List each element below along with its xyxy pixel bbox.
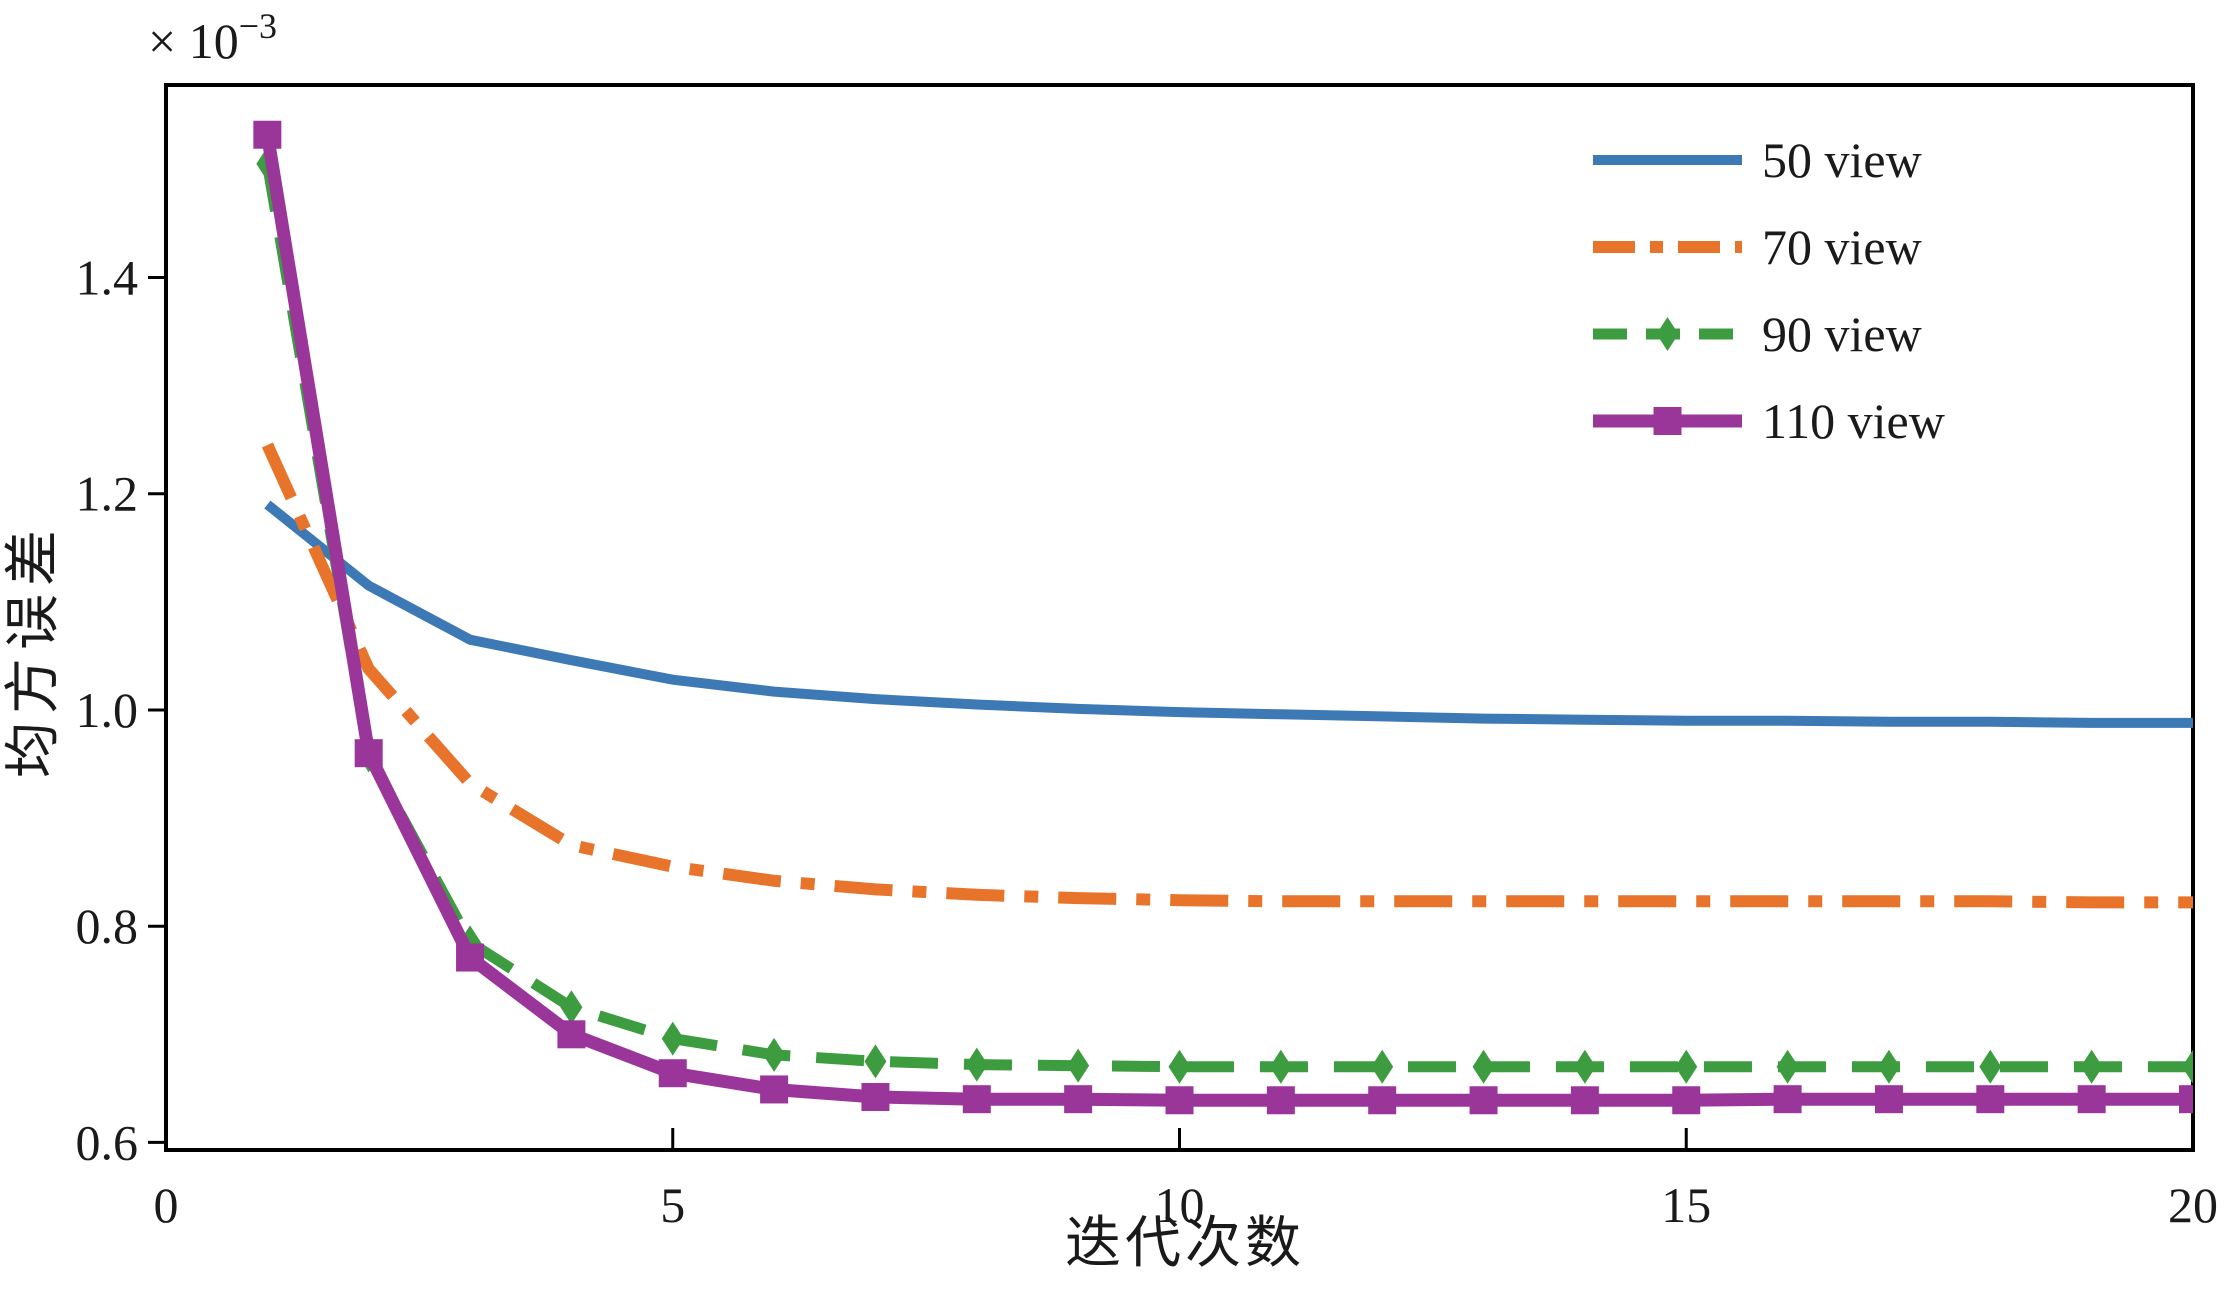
diamond-marker bbox=[1675, 1049, 1698, 1084]
diamond-marker bbox=[1067, 1048, 1090, 1083]
y-axis-offset-text: × 10−3 bbox=[148, 6, 277, 69]
diamond-marker bbox=[560, 990, 583, 1025]
square-marker bbox=[557, 1020, 586, 1049]
square-marker bbox=[253, 120, 282, 149]
legend-sample-marker bbox=[1656, 317, 1679, 351]
legend-label: 110 view bbox=[1762, 393, 1945, 449]
x-axis-label: 迭代次数 bbox=[1065, 1213, 1305, 1275]
diamond-marker bbox=[1269, 1049, 1292, 1084]
y-tick-label: 0.6 bbox=[76, 1114, 139, 1170]
square-marker bbox=[1469, 1086, 1498, 1115]
legend: 50 view 70 view 90 view 110 view bbox=[1593, 132, 1945, 449]
square-marker bbox=[760, 1075, 789, 1104]
square-marker bbox=[2077, 1085, 2106, 1114]
x-tick-label: 5 bbox=[660, 1177, 685, 1233]
diamond-marker bbox=[965, 1047, 988, 1082]
series-line-110-view bbox=[260, 133, 2193, 1107]
legend-item-70-view: 70 view bbox=[1593, 219, 1922, 275]
diamond-marker bbox=[2182, 1049, 2193, 1084]
legend-label: 70 view bbox=[1762, 219, 1922, 275]
legend-item-50-view: 50 view bbox=[1593, 132, 1922, 188]
y-tick-label: 1.2 bbox=[76, 466, 139, 522]
offset-exponent: −3 bbox=[239, 6, 277, 46]
square-marker bbox=[354, 739, 383, 768]
x-tick-label: 10 bbox=[1155, 1177, 1205, 1233]
diamond-marker bbox=[864, 1044, 887, 1079]
legend-item-90-view: 90 view bbox=[1593, 306, 1922, 362]
diamond-marker bbox=[1776, 1049, 1799, 1084]
series-90-view bbox=[256, 146, 2193, 1084]
series-70-view bbox=[261, 442, 2193, 909]
y-tick-label: 1.4 bbox=[76, 249, 139, 305]
square-marker bbox=[962, 1085, 991, 1114]
series-line-70-view bbox=[261, 442, 2193, 909]
series-markers-90-view bbox=[256, 146, 2193, 1084]
legend-item-110-view: 110 view bbox=[1593, 393, 1945, 449]
square-marker bbox=[861, 1083, 890, 1112]
diamond-marker bbox=[1371, 1049, 1394, 1084]
square-marker bbox=[1976, 1085, 2005, 1114]
square-marker bbox=[1874, 1085, 1903, 1114]
diamond-marker bbox=[1979, 1049, 2002, 1084]
offset-base: × 10 bbox=[148, 13, 239, 69]
square-marker bbox=[2179, 1085, 2193, 1114]
square-marker bbox=[1266, 1086, 1295, 1115]
y-tick-label: 1.0 bbox=[76, 682, 139, 738]
series-line-90-view bbox=[261, 162, 2193, 1073]
series-110-view bbox=[253, 120, 2193, 1115]
square-marker bbox=[1773, 1085, 1802, 1114]
diamond-marker bbox=[1573, 1049, 1596, 1084]
square-marker bbox=[1368, 1086, 1397, 1115]
diamond-marker bbox=[763, 1037, 786, 1072]
diamond-marker bbox=[2080, 1049, 2103, 1084]
square-marker bbox=[1064, 1085, 1093, 1114]
square-marker bbox=[658, 1059, 687, 1088]
diamond-marker bbox=[1168, 1049, 1191, 1084]
series-layer bbox=[253, 120, 2193, 1115]
legend-label: 90 view bbox=[1762, 306, 1922, 362]
legend-sample-marker bbox=[1653, 407, 1682, 435]
diamond-marker bbox=[1877, 1049, 1900, 1084]
y-axis-label: 均方误差 bbox=[3, 522, 65, 778]
x-tick-label: 15 bbox=[1661, 1177, 1711, 1233]
diamond-marker bbox=[661, 1021, 684, 1056]
legend-label: 50 view bbox=[1762, 132, 1922, 188]
axis-ticks: 0 5 10 15 20 1.4 1.2 1.0 0.8 0.6 bbox=[76, 249, 2219, 1233]
series-markers-110-view bbox=[253, 120, 2193, 1115]
series-line-50-view bbox=[264, 500, 2193, 728]
y-tick-label: 0.8 bbox=[76, 898, 139, 954]
square-marker bbox=[1672, 1086, 1701, 1115]
series-50-view bbox=[264, 500, 2193, 728]
diamond-marker bbox=[1472, 1049, 1495, 1084]
square-marker bbox=[456, 943, 485, 972]
x-tick-label: 20 bbox=[2168, 1177, 2218, 1233]
x-tick-label: 0 bbox=[154, 1177, 179, 1233]
square-marker bbox=[1165, 1086, 1194, 1115]
square-marker bbox=[1570, 1086, 1599, 1115]
